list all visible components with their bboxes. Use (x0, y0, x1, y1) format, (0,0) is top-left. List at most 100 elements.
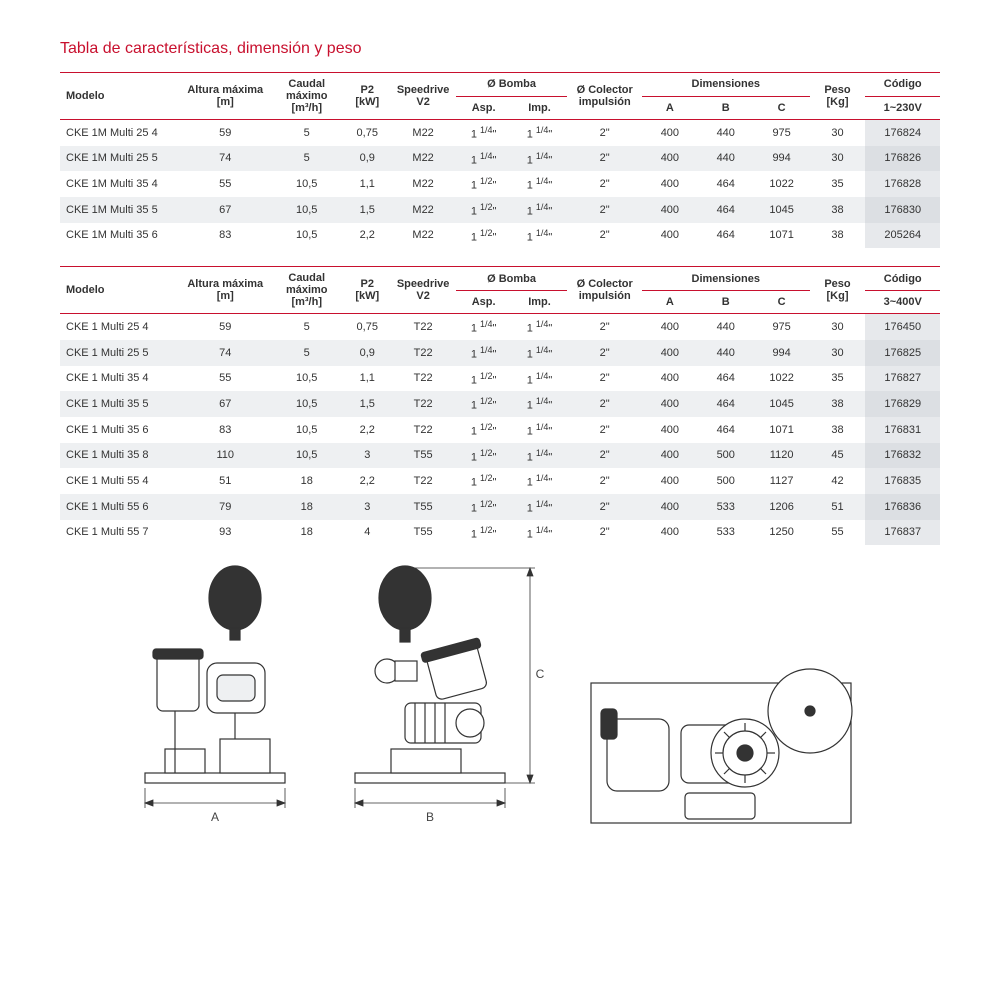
cell-asp: 1 1/2" (456, 417, 512, 443)
cell-sd: T55 (391, 443, 456, 469)
cell-sd: T22 (391, 366, 456, 392)
table-row: CKE 1 Multi 55 679183T551 1/2"1 1/4"2"40… (60, 494, 940, 520)
cell-imp: 1 1/4" (512, 366, 568, 392)
cell-peso: 30 (810, 314, 866, 340)
th-volt3: 3~400V (865, 290, 940, 314)
th-asp: Asp. (456, 96, 512, 120)
th-bomba: Ø Bomba (456, 267, 568, 291)
cell-col: 2" (567, 443, 641, 469)
cell-model: CKE 1 Multi 55 7 (60, 520, 181, 546)
th-asp: Asp. (456, 290, 512, 314)
cell-cau: 10,5 (269, 223, 343, 249)
cell-imp: 1 1/4" (512, 223, 568, 249)
cell-alt: 67 (181, 391, 269, 417)
cell-cod: 176836 (865, 494, 940, 520)
cell-peso: 35 (810, 171, 866, 197)
cell-A: 400 (642, 391, 698, 417)
cell-alt: 59 (181, 120, 269, 146)
cell-model: CKE 1 Multi 35 5 (60, 391, 181, 417)
cell-cod: 176826 (865, 146, 940, 172)
cell-col: 2" (567, 468, 641, 494)
cell-p2: 1,1 (344, 171, 391, 197)
technical-drawings: A B (60, 563, 940, 843)
cell-A: 400 (642, 171, 698, 197)
th-A: A (642, 96, 698, 120)
th-modelo: Modelo (60, 73, 181, 120)
cell-A: 400 (642, 146, 698, 172)
th-imp: Imp. (512, 96, 568, 120)
cell-peso: 38 (810, 391, 866, 417)
svg-text:B: B (426, 810, 434, 824)
cell-model: CKE 1M Multi 35 4 (60, 171, 181, 197)
cell-p2: 1,5 (344, 391, 391, 417)
cell-B: 440 (698, 120, 754, 146)
cell-imp: 1 1/4" (512, 391, 568, 417)
cell-imp: 1 1/4" (512, 443, 568, 469)
cell-peso: 30 (810, 120, 866, 146)
cell-peso: 35 (810, 366, 866, 392)
cell-C: 1250 (754, 520, 810, 546)
cell-asp: 1 1/2" (456, 223, 512, 249)
cell-imp: 1 1/4" (512, 340, 568, 366)
cell-asp: 1 1/4" (456, 314, 512, 340)
cell-asp: 1 1/4" (456, 146, 512, 172)
cell-asp: 1 1/4" (456, 340, 512, 366)
cell-p2: 1,1 (344, 366, 391, 392)
th-caudal2: Caudalmáximo[m³/h] (269, 267, 343, 314)
cell-imp: 1 1/4" (512, 171, 568, 197)
cell-p2: 2,2 (344, 417, 391, 443)
th-p2: P2[kW] (344, 73, 391, 120)
cell-asp: 1 1/2" (456, 494, 512, 520)
cell-imp: 1 1/4" (512, 468, 568, 494)
cell-asp: 1 1/2" (456, 391, 512, 417)
cell-cau: 10,5 (269, 197, 343, 223)
cell-alt: 74 (181, 340, 269, 366)
cell-C: 1071 (754, 223, 810, 249)
cell-C: 1127 (754, 468, 810, 494)
cell-asp: 1 1/2" (456, 520, 512, 546)
cell-cau: 10,5 (269, 443, 343, 469)
cell-B: 464 (698, 171, 754, 197)
cell-model: CKE 1M Multi 25 4 (60, 120, 181, 146)
cell-col: 2" (567, 366, 641, 392)
cell-A: 400 (642, 314, 698, 340)
cell-sd: T22 (391, 340, 456, 366)
cell-imp: 1 1/4" (512, 417, 568, 443)
table-row: CKE 1 Multi 55 793184T551 1/2"1 1/4"2"40… (60, 520, 940, 546)
cell-imp: 1 1/4" (512, 494, 568, 520)
cell-C: 994 (754, 340, 810, 366)
th-altura2: Altura máxima[m] (181, 267, 269, 314)
cell-C: 975 (754, 314, 810, 340)
cell-cau: 5 (269, 146, 343, 172)
th-C: C (754, 290, 810, 314)
cell-sd: M22 (391, 197, 456, 223)
th-caudal: Caudalmáximo[m³/h] (269, 73, 343, 120)
specs-table-2: Modelo Altura máxima[m] Caudalmáximo[m³/… (60, 266, 940, 545)
th-modelo: Modelo (60, 267, 181, 314)
cell-cau: 18 (269, 520, 343, 546)
cell-cod: 176837 (865, 520, 940, 546)
cell-alt: 55 (181, 366, 269, 392)
cell-alt: 83 (181, 417, 269, 443)
th-bomba: Ø Bomba (456, 73, 568, 97)
th-imp: Imp. (512, 290, 568, 314)
cell-sd: T22 (391, 314, 456, 340)
cell-p2: 3 (344, 494, 391, 520)
cell-B: 464 (698, 391, 754, 417)
cell-p2: 4 (344, 520, 391, 546)
cell-peso: 45 (810, 443, 866, 469)
cell-sd: T55 (391, 494, 456, 520)
cell-cod: 176825 (865, 340, 940, 366)
cell-C: 994 (754, 146, 810, 172)
th-volt1: 1~230V (865, 96, 940, 120)
cell-model: CKE 1 Multi 35 4 (60, 366, 181, 392)
table-row: CKE 1M Multi 35 56710,51,5M221 1/2"1 1/4… (60, 197, 940, 223)
cell-sd: M22 (391, 146, 456, 172)
cell-B: 440 (698, 146, 754, 172)
cell-B: 533 (698, 494, 754, 520)
th-colector: Ø Colectorimpulsión (567, 73, 641, 120)
drawing-top (585, 653, 865, 843)
cell-A: 400 (642, 197, 698, 223)
cell-cod: 176824 (865, 120, 940, 146)
cell-col: 2" (567, 494, 641, 520)
